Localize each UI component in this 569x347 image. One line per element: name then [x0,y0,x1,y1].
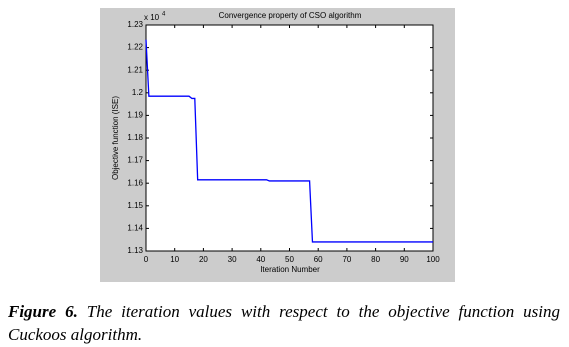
x-tick-label: 90 [400,255,409,264]
y-tick-label: 1.15 [127,201,143,210]
y-tick-label: 1.21 [127,65,143,74]
y-tick-label: 1.22 [127,43,143,52]
y-multiplier: x 10 [144,13,160,22]
y-tick-label: 1.18 [127,133,143,142]
y-multiplier-exponent: 4 [162,12,166,18]
chart: Convergence property of CSO algorithm It… [100,8,455,282]
data-line [145,39,433,243]
x-tick-label: 100 [426,255,440,264]
x-tick-label: 70 [342,255,351,264]
x-tick-label: 30 [228,255,237,264]
y-tick-label: 1.14 [127,224,143,233]
y-axis-label: Objective function (ISE) [111,96,120,180]
x-tick-label: 20 [199,255,208,264]
y-tick-label: 1.19 [127,111,143,120]
x-tick-label: 40 [256,255,265,264]
x-tick-label: 60 [314,255,323,264]
x-tick-label: 0 [144,255,149,264]
caption: Figure 6. The iteration values with resp… [8,300,560,346]
x-tick-label: 10 [170,255,179,264]
y-tick-label: 1.23 [127,20,143,29]
x-tick-label: 80 [371,255,380,264]
y-tick-label: 1.16 [127,178,143,187]
y-tick-label: 1.13 [127,246,143,255]
x-tick-label: 50 [285,255,294,264]
chart-title: Convergence property of CSO algorithm [219,11,362,20]
x-axis-label: Iteration Number [260,265,320,274]
plot-area [145,24,434,252]
y-tick-label: 1.17 [127,156,143,165]
y-tick-label: 1.2 [132,88,144,97]
caption-label: Figure 6. [8,302,78,321]
caption-text: The iteration values with respect to the… [8,302,561,344]
